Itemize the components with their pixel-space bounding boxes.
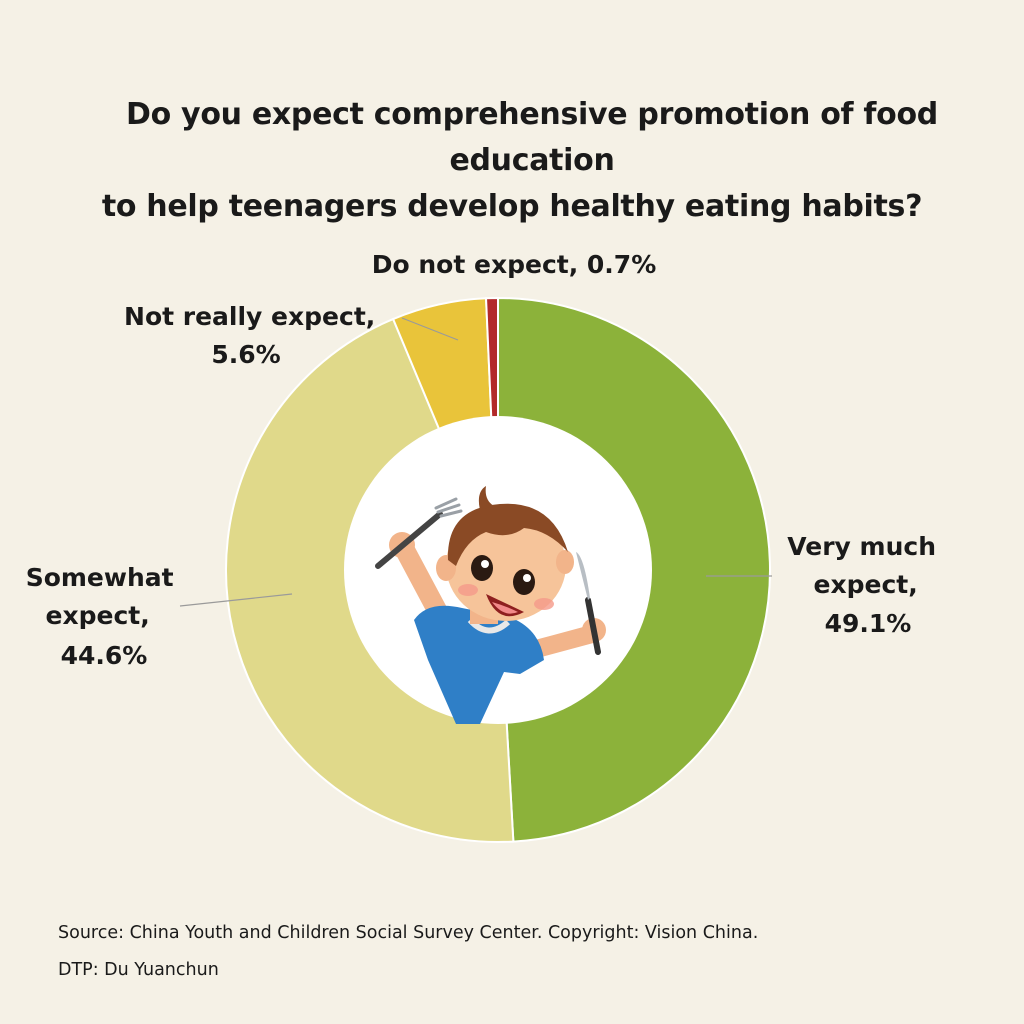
slice-label-somewhat-expect: Somewhat expect, 44.6% bbox=[26, 563, 183, 670]
slice-label-not-really-expect: Not really expect, 5.6% bbox=[124, 302, 384, 369]
slice-label-do-not-expect: Do not expect, 0.7% bbox=[372, 250, 657, 279]
chart-title-line-1: Do you expect comprehensive promotion of… bbox=[126, 97, 938, 178]
slice-labels: Very much expect, 49.1% Somewhat expect,… bbox=[26, 250, 944, 670]
label-leader-lines bbox=[179, 317, 772, 607]
slice-label-very-much-expect: Very much expect, 49.1% bbox=[787, 532, 944, 638]
chart-title-line-2: to help teenagers develop healthy eating… bbox=[101, 189, 923, 224]
child-with-fork-and-knife-icon bbox=[375, 486, 606, 724]
leader-line-1 bbox=[179, 593, 293, 607]
dtp-credit: DTP: Du Yuanchun bbox=[58, 960, 219, 980]
chart-title: Do you expect comprehensive promotion of… bbox=[0, 92, 1024, 230]
leader-line-2 bbox=[401, 317, 459, 341]
source-note: Source: China Youth and Children Social … bbox=[58, 923, 759, 943]
